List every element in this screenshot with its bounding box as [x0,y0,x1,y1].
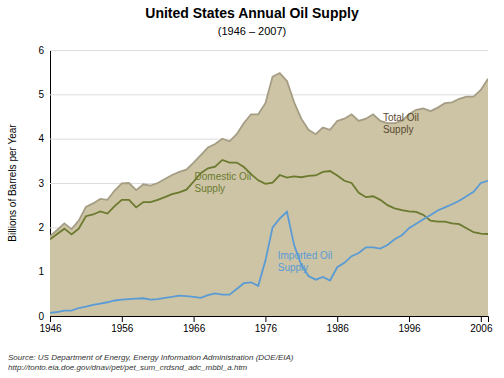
marks [50,73,488,316]
tick-line [265,316,266,322]
y-axis: 0 1 2 3 4 5 6 [38,45,488,322]
x-tick-label: 1946 [39,323,62,334]
x-tick-label: 2006 [470,323,493,334]
tick-line [194,316,195,322]
y-tick-label: 3 [38,178,44,189]
line [50,181,488,313]
y-tick-label: 0 [38,311,44,322]
chart: United States Annual Oil Supply (1946 – 2… [0,0,504,378]
x-tick-label: 1966 [183,323,206,334]
x-tick: 1956 [111,316,134,334]
area [50,73,488,316]
subtitle: (1946 – 2007) [218,25,287,37]
y-axis-line [51,51,489,317]
tick-line [50,316,51,322]
y-tick-label: 2 [38,222,44,233]
x-tick: 1966 [183,316,206,334]
annotation: Domestic OilSupply [195,171,252,194]
line [50,160,488,239]
x-tick: 1946 [39,316,62,334]
x-tick: 1986 [327,316,350,334]
grid-line [50,50,488,51]
x-tick: 1976 [255,316,278,334]
y-tick-label: 6 [38,45,44,56]
tick-line [409,316,410,322]
x-tick-label: 1976 [255,323,278,334]
annotation: Imported OilSupply [278,250,332,273]
x-axis-line [51,317,489,323]
annotation: Total OilSupply [383,112,419,135]
x-axis: 1946 1956 1966 1976 1986 1996 2006 [39,316,493,334]
y-tick-label: 1 [38,266,44,277]
x-tick-label: 1956 [111,323,134,334]
y-tick: 6 [38,45,488,56]
y-tick-label: 4 [38,133,44,144]
y-tick: 5 [38,89,488,100]
area-line [50,73,488,236]
tick-line [122,316,123,322]
x-tick-label: 1986 [327,323,350,334]
title: United States Annual Oil Supply [145,5,359,21]
x-tick: 1996 [398,316,421,334]
plot: 0 1 2 3 4 5 6 1946 1956 1966 1976 1986 1996 2006 Billi… [7,45,493,334]
y-tick-label: 5 [38,89,44,100]
source: Source: US Department of Energy, Energy … [8,353,294,372]
x-tick: 2006 [470,316,493,334]
tick-line [337,316,338,322]
y-axis-title: Billions of Barrels per Year [7,124,18,242]
tick-line [481,316,482,322]
x-tick-label: 1996 [398,323,421,334]
